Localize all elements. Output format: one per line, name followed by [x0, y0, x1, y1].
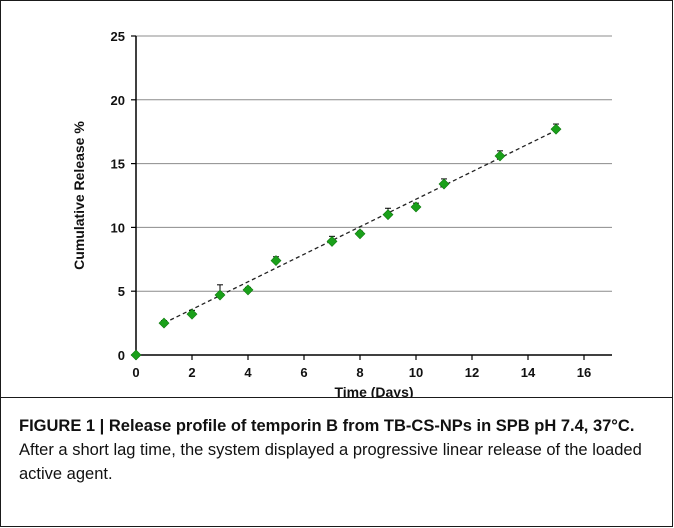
release-profile-chart: 0 5 10 15 20 25 0 2 4 6 8 10 12 14 16 Time (Days) Cumula… [71, 29, 612, 398]
data-point [382, 209, 394, 221]
data-point [550, 123, 562, 135]
y-tick-label: 25 [111, 29, 125, 44]
data-point [438, 178, 450, 190]
data-point [214, 289, 226, 301]
x-tick-label: 4 [244, 365, 252, 380]
y-tick-label: 5 [118, 284, 125, 299]
y-tick-label: 0 [118, 348, 125, 363]
x-tick-label: 0 [132, 365, 139, 380]
x-tick-label: 2 [188, 365, 195, 380]
data-point [186, 308, 198, 320]
data-point [270, 255, 282, 267]
caption-divider [0, 397, 673, 398]
y-tick-label: 15 [111, 157, 125, 172]
y-tick-label: 20 [111, 93, 125, 108]
x-tick-label: 16 [577, 365, 591, 380]
x-tick-label: 8 [356, 365, 363, 380]
x-tick-label: 10 [409, 365, 423, 380]
figure-caption: FIGURE 1 | Release profile of temporin B… [19, 414, 659, 486]
data-point [354, 228, 366, 240]
data-point [326, 236, 338, 247]
y-tick-label: 10 [111, 220, 125, 235]
trendline [163, 129, 557, 324]
data-point [130, 349, 142, 361]
caption-title: FIGURE 1 | Release profile of temporin B… [19, 417, 635, 435]
data-point [494, 150, 506, 162]
y-axis-title: Cumulative Release % [71, 121, 87, 270]
data-point [410, 201, 422, 213]
x-tick-label: 12 [465, 365, 479, 380]
x-tick-label: 6 [300, 365, 307, 380]
data-point [242, 284, 254, 296]
x-axis-title: Time (Days) [334, 384, 413, 398]
data-point [158, 317, 170, 329]
x-tick-label: 14 [521, 365, 536, 380]
caption-body: After a short lag time, the system displ… [19, 441, 642, 483]
